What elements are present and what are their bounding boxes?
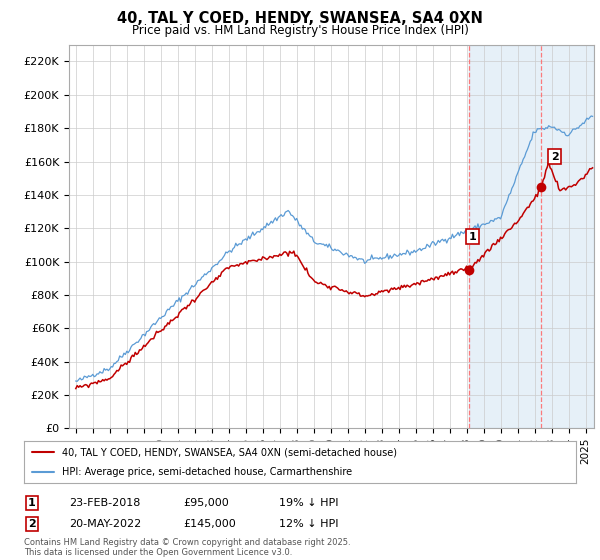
Text: Contains HM Land Registry data © Crown copyright and database right 2025.
This d: Contains HM Land Registry data © Crown c… — [24, 538, 350, 557]
Text: 20-MAY-2022: 20-MAY-2022 — [69, 519, 141, 529]
Text: £95,000: £95,000 — [183, 498, 229, 508]
Text: Price paid vs. HM Land Registry's House Price Index (HPI): Price paid vs. HM Land Registry's House … — [131, 24, 469, 36]
Text: 19% ↓ HPI: 19% ↓ HPI — [279, 498, 338, 508]
Text: 2: 2 — [28, 519, 35, 529]
Text: 2: 2 — [551, 152, 559, 161]
Text: 1: 1 — [469, 232, 476, 241]
Text: 40, TAL Y COED, HENDY, SWANSEA, SA4 0XN: 40, TAL Y COED, HENDY, SWANSEA, SA4 0XN — [117, 11, 483, 26]
Text: 12% ↓ HPI: 12% ↓ HPI — [279, 519, 338, 529]
Text: HPI: Average price, semi-detached house, Carmarthenshire: HPI: Average price, semi-detached house,… — [62, 467, 352, 477]
Text: 1: 1 — [28, 498, 35, 508]
Text: 23-FEB-2018: 23-FEB-2018 — [69, 498, 140, 508]
Text: £145,000: £145,000 — [183, 519, 236, 529]
Text: 40, TAL Y COED, HENDY, SWANSEA, SA4 0XN (semi-detached house): 40, TAL Y COED, HENDY, SWANSEA, SA4 0XN … — [62, 447, 397, 458]
Bar — [469, 45, 594, 428]
